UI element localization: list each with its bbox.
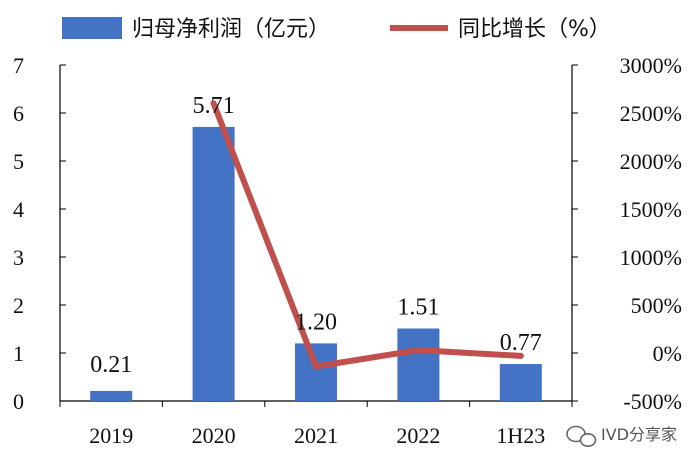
y-right-tick-label: 2000% [620, 149, 682, 174]
line-point [313, 363, 319, 370]
legend-label-line: 同比增长（%） [458, 17, 611, 42]
y-right-tick-label: 500% [631, 293, 682, 318]
y-left-tick-label: 0 [13, 389, 24, 414]
line-point [517, 352, 524, 359]
bar [192, 126, 235, 402]
axes: 0 1 2 3 4 5 6 7 -500% 0% 500% 1000% 1500% 2000% 2500% 3… [13, 53, 682, 448]
y-right-tick-label: 1000% [620, 245, 682, 270]
y-left-tick-label: 2 [13, 293, 24, 318]
legend: 归母净利润（亿元） 同比增长（%） [62, 17, 611, 42]
bar-data-label: 0.77 [500, 330, 542, 356]
watermark: IVD分享家 [566, 425, 677, 447]
data-labels: 0.21 5.71 1.20 1.51 0.77 [90, 93, 542, 378]
x-tick-label: 1H23 [496, 423, 545, 448]
bars [90, 126, 542, 402]
growth-line [210, 100, 524, 370]
line-series [210, 100, 524, 370]
legend-label-bar: 归母净利润（亿元） [132, 17, 330, 42]
line-point [210, 100, 217, 107]
bar-data-label: 5.71 [193, 93, 235, 119]
watermark-text: IVD分享家 [601, 425, 677, 444]
y-right-tick-label: 2500% [620, 101, 682, 126]
bar [295, 343, 337, 401]
bar [499, 364, 542, 401]
y-right-tick-label: 0% [653, 341, 682, 366]
x-tick-label: 2019 [89, 423, 133, 448]
y-left-tick-label: 6 [13, 101, 24, 126]
y-right-tick-label: 1500% [620, 197, 682, 222]
wechat-icon [566, 425, 597, 447]
bar-data-label: 1.51 [397, 295, 439, 321]
bar-data-label: 1.20 [295, 309, 337, 335]
x-tick-label: 2021 [294, 423, 338, 448]
bar [90, 390, 133, 401]
y-right-tick-label: -500% [623, 389, 682, 414]
x-tick-label: 2020 [192, 423, 236, 448]
legend-swatch-bar [62, 17, 122, 39]
bar [397, 328, 440, 401]
y-left-tick-label: 5 [13, 149, 24, 174]
y-left-tick-label: 4 [13, 197, 24, 222]
y-left-tick-label: 3 [13, 245, 24, 270]
line-point [415, 347, 422, 354]
bar-data-label: 0.21 [90, 352, 132, 378]
y-right-tick-label: 3000% [620, 53, 682, 78]
y-left-tick-label: 7 [13, 53, 24, 78]
y-left-tick-label: 1 [13, 341, 24, 366]
x-tick-label: 2022 [396, 423, 440, 448]
